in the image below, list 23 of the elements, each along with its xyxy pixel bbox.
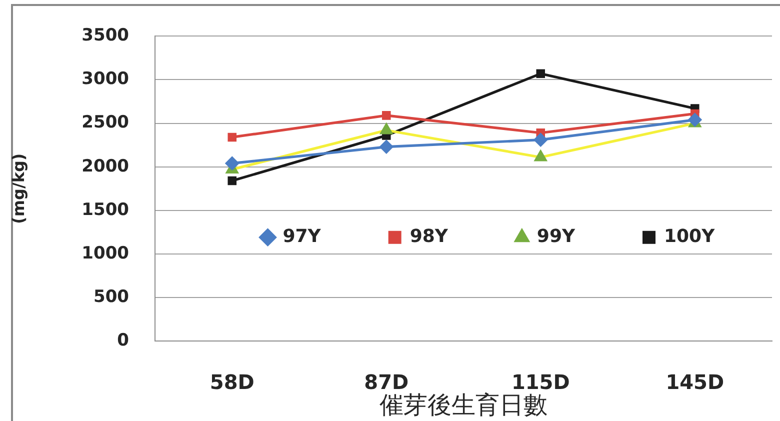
- point: [688, 112, 702, 127]
- point: [534, 132, 548, 147]
- point: [382, 111, 391, 120]
- y-tick-label: 2500: [82, 112, 130, 133]
- y-tick-label: 1000: [82, 243, 130, 264]
- legend-label: 99Y: [536, 226, 576, 248]
- x-tick-label: 58D: [210, 370, 254, 394]
- legend-label: 97Y: [282, 226, 322, 248]
- y-tick-label: 3000: [82, 69, 130, 90]
- point: [379, 140, 394, 154]
- point: [228, 132, 237, 142]
- y-tick-label: 2000: [82, 156, 130, 176]
- point: [536, 69, 546, 78]
- y-tick-label: 3500: [82, 26, 130, 46]
- point: [225, 156, 240, 170]
- y-tick-label: 500: [94, 286, 130, 307]
- y-tick-label: 1500: [82, 200, 130, 220]
- y-axis-title: (mg/kg): [8, 153, 28, 224]
- legend-label: 100Y: [664, 226, 716, 248]
- point: [228, 176, 237, 186]
- y-tick-label: 0: [117, 330, 130, 350]
- legend-label: 98Y: [410, 226, 449, 248]
- x-tick-label: 145D: [666, 370, 724, 394]
